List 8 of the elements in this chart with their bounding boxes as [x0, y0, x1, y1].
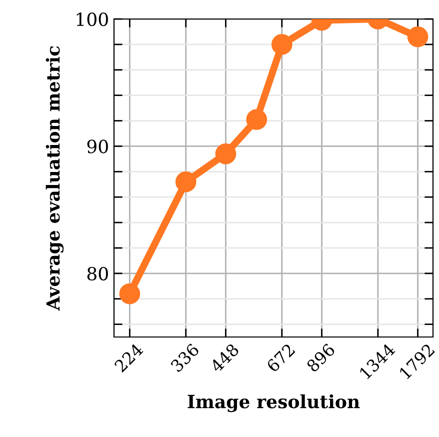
x-axis-title: Image resolution: [188, 394, 360, 412]
y-axis-title: Average evaluation metric: [46, 46, 64, 311]
y-tick-label: 80: [87, 266, 108, 281]
x-tick-label: 672: [266, 343, 296, 373]
x-tick-label: 896: [306, 342, 336, 373]
y-tick-label: 90: [87, 140, 108, 154]
x-tick-label: 448: [209, 342, 240, 374]
y-tick-label: 100: [76, 12, 108, 26]
